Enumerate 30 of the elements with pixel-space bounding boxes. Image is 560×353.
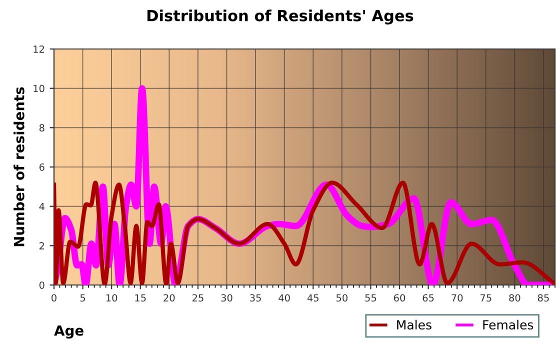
- x-tick-label: 45: [307, 294, 318, 302]
- chart-title: Distribution of Residents' Ages: [147, 10, 414, 24]
- y-tick-label: 4: [39, 202, 44, 210]
- legend-label: Males: [397, 320, 432, 330]
- y-axis-title: Number of residents: [14, 87, 24, 246]
- y-tick-label: 6: [39, 163, 44, 171]
- y-tick-label: 8: [39, 124, 44, 132]
- y-tick-label: 2: [40, 242, 44, 250]
- x-tick-label: 50: [336, 294, 348, 302]
- x-tick-label: 20: [164, 294, 175, 302]
- x-tick-label: 75: [480, 294, 492, 302]
- x-tick-label: 65: [422, 294, 434, 302]
- x-tick-label: 35: [250, 294, 261, 302]
- x-tick-label: 5: [80, 294, 86, 302]
- x-tick-label: 10: [106, 294, 118, 302]
- x-tick-label: 25: [192, 294, 204, 302]
- x-tick-label: 30: [221, 294, 232, 302]
- x-tick-label: 60: [394, 294, 406, 302]
- x-tick-label: 80: [509, 294, 520, 302]
- x-tick-label: 70: [452, 294, 463, 302]
- x-tick-label: 85: [538, 294, 549, 302]
- y-tick-label: 10: [34, 84, 44, 92]
- legend-label: Females: [483, 320, 534, 330]
- x-tick-label: 55: [365, 294, 376, 302]
- y-tick-label: 12: [34, 45, 44, 53]
- x-axis-title: Age: [54, 325, 84, 339]
- x-tick-label: 15: [135, 294, 146, 302]
- y-tick-label: 0: [39, 281, 44, 289]
- x-tick-label: 40: [278, 294, 290, 302]
- x-tick-label: 0: [52, 294, 56, 302]
